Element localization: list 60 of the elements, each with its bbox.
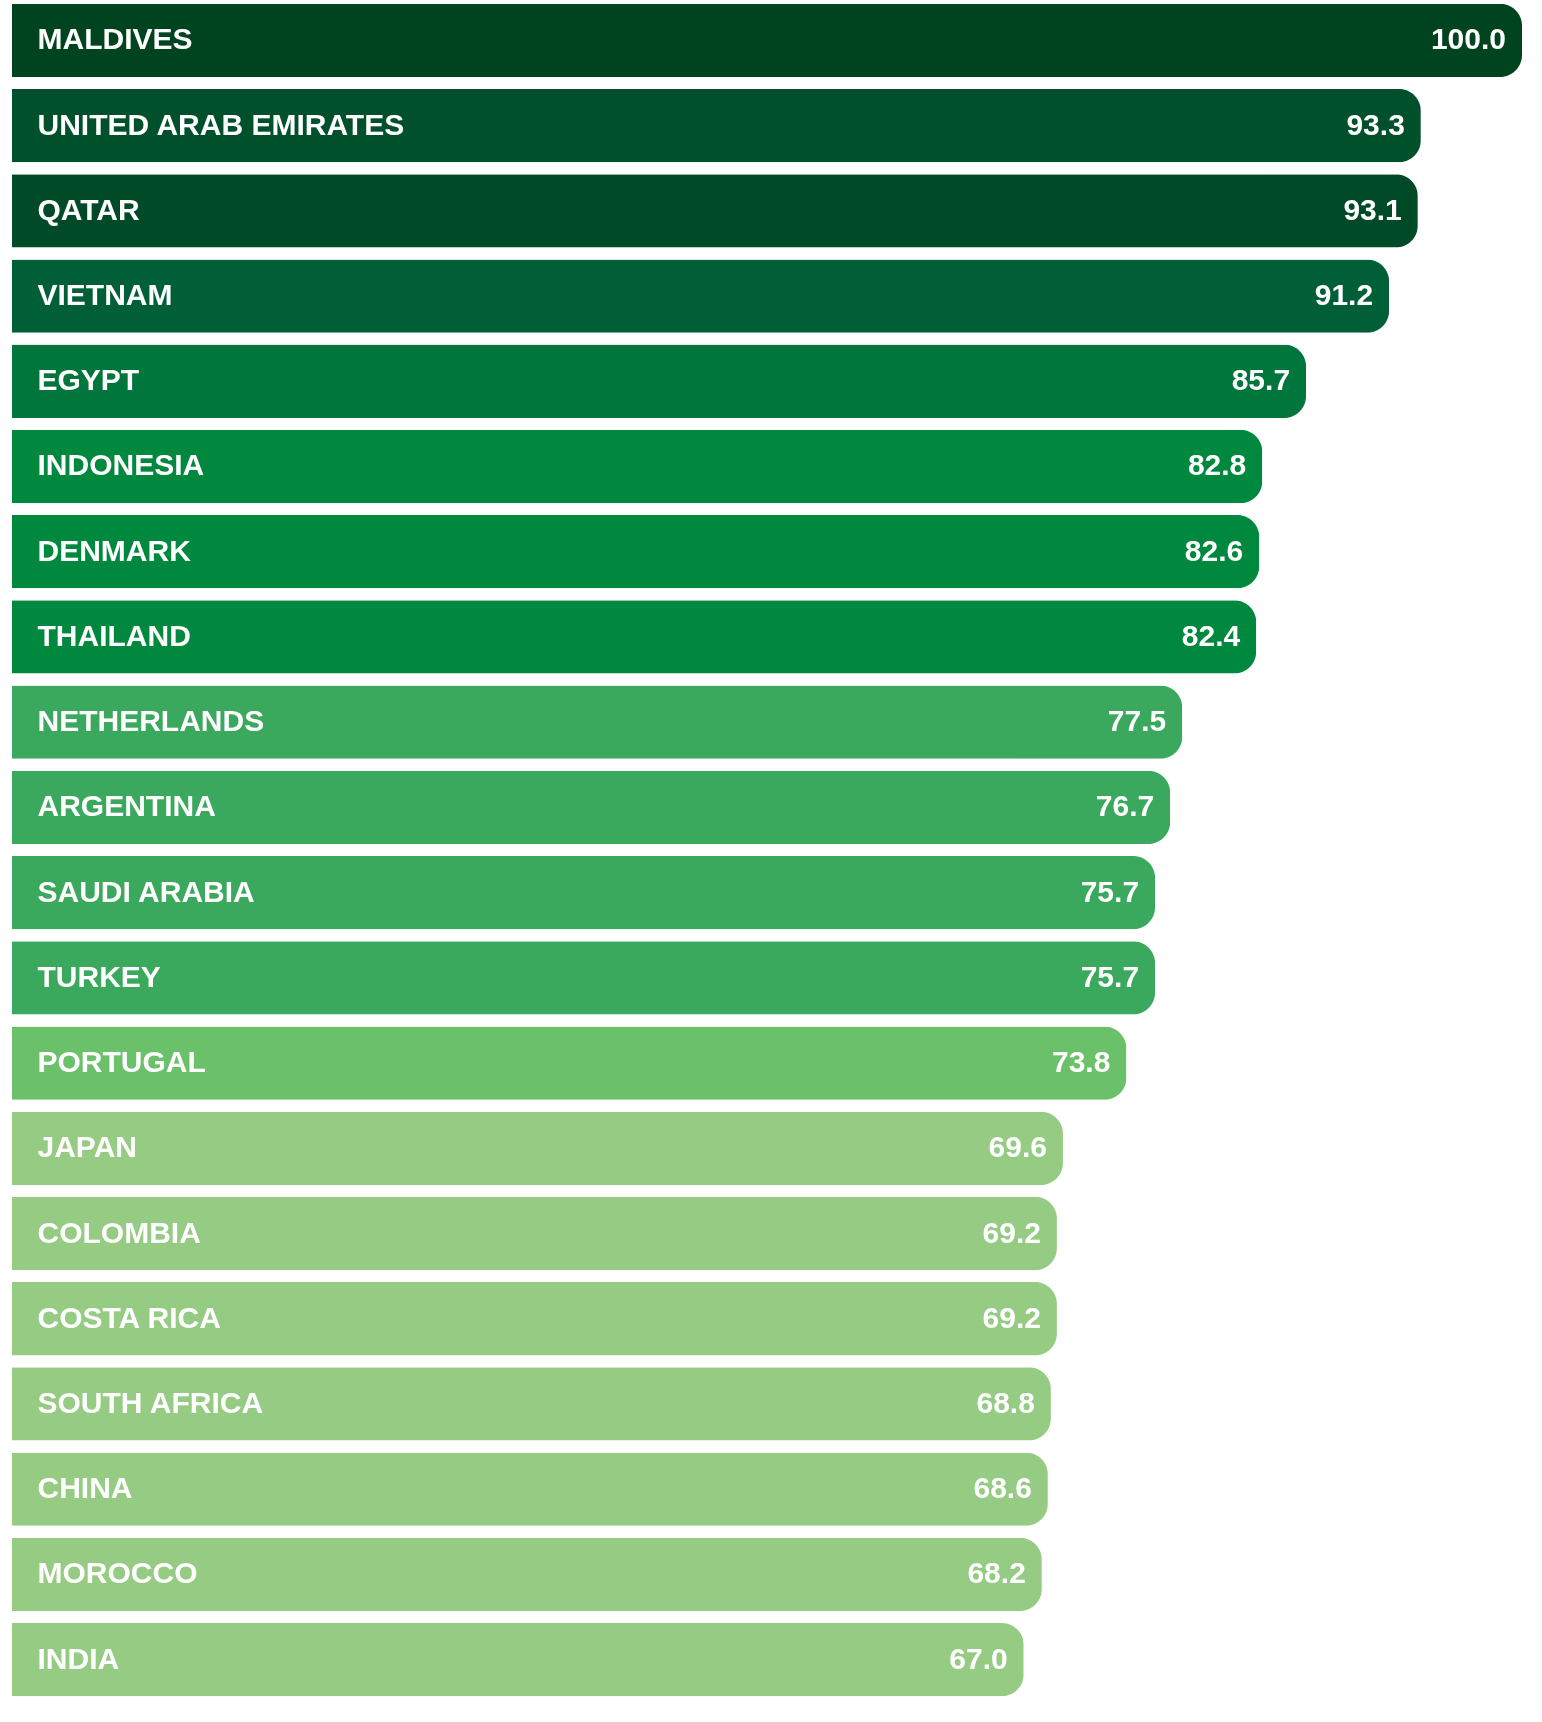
bar — [12, 855, 1156, 930]
y-tick-label: ARGENTINA — [37, 789, 216, 823]
data-label: 68.6 — [973, 1471, 1032, 1505]
data-label: 68.2 — [967, 1556, 1026, 1590]
bar — [12, 174, 1418, 248]
y-tick-label: THAILAND — [37, 618, 191, 652]
y-tick-label: MOROCCO — [37, 1556, 198, 1590]
y-tick-label: PORTUGAL — [37, 1045, 206, 1079]
y-tick-label: UNITED ARAB EMIRATES — [37, 107, 405, 141]
bar — [12, 515, 1260, 589]
data-label: 69.2 — [982, 1215, 1041, 1249]
data-label: 91.2 — [1314, 278, 1374, 312]
bar — [12, 1367, 1051, 1441]
y-tick-label: DENMARK — [37, 533, 192, 567]
data-label: 82.8 — [1187, 448, 1247, 482]
y-tick-label: VIETNAM — [37, 278, 173, 312]
bar — [12, 259, 1390, 333]
bar — [12, 1196, 1057, 1271]
bar — [12, 88, 1421, 163]
data-label: 82.6 — [1184, 533, 1244, 567]
bar — [12, 1282, 1057, 1356]
y-tick-label: SAUDI ARABIA — [37, 874, 255, 908]
data-label: 67.0 — [949, 1641, 1008, 1675]
bar — [12, 344, 1307, 418]
data-label: 76.7 — [1095, 789, 1155, 823]
bar — [12, 429, 1263, 504]
y-tick-label: INDONESIA — [37, 448, 205, 482]
y-tick-label: COSTA RICA — [37, 1300, 221, 1334]
data-label: 93.3 — [1346, 107, 1405, 141]
bar — [12, 941, 1156, 1015]
data-label: 100.0 — [1430, 22, 1506, 56]
y-tick-label: EGYPT — [37, 363, 140, 397]
data-label: 69.6 — [988, 1130, 1047, 1164]
y-tick-label: QATAR — [37, 192, 141, 226]
data-label: 93.1 — [1343, 192, 1402, 226]
data-label: 69.2 — [982, 1300, 1041, 1334]
bar — [12, 600, 1257, 674]
bar — [12, 1111, 1063, 1185]
y-tick-label: CHINA — [37, 1471, 133, 1505]
y-tick-label: JAPAN — [37, 1130, 137, 1164]
data-label: 75.7 — [1080, 874, 1140, 908]
bar — [12, 1452, 1048, 1526]
y-tick-label: MALDIVES — [37, 22, 193, 56]
bar — [12, 1623, 1024, 1697]
bar — [12, 1537, 1042, 1612]
y-tick-label: TURKEY — [37, 959, 161, 993]
bar — [12, 770, 1171, 845]
y-tick-label: SOUTH AFRICA — [37, 1385, 264, 1419]
data-label: 82.4 — [1181, 618, 1241, 652]
y-tick-label: NETHERLANDS — [37, 704, 265, 738]
data-label: 73.8 — [1051, 1045, 1111, 1079]
bar — [12, 1026, 1127, 1100]
bar — [12, 685, 1183, 759]
data-label: 77.5 — [1107, 704, 1167, 738]
bar — [12, 3, 1522, 77]
data-label: 68.8 — [976, 1385, 1035, 1419]
y-tick-label: INDIA — [37, 1641, 120, 1675]
data-label: 85.7 — [1231, 363, 1291, 397]
y-tick-label: COLOMBIA — [37, 1215, 201, 1249]
data-label: 75.7 — [1080, 959, 1140, 993]
